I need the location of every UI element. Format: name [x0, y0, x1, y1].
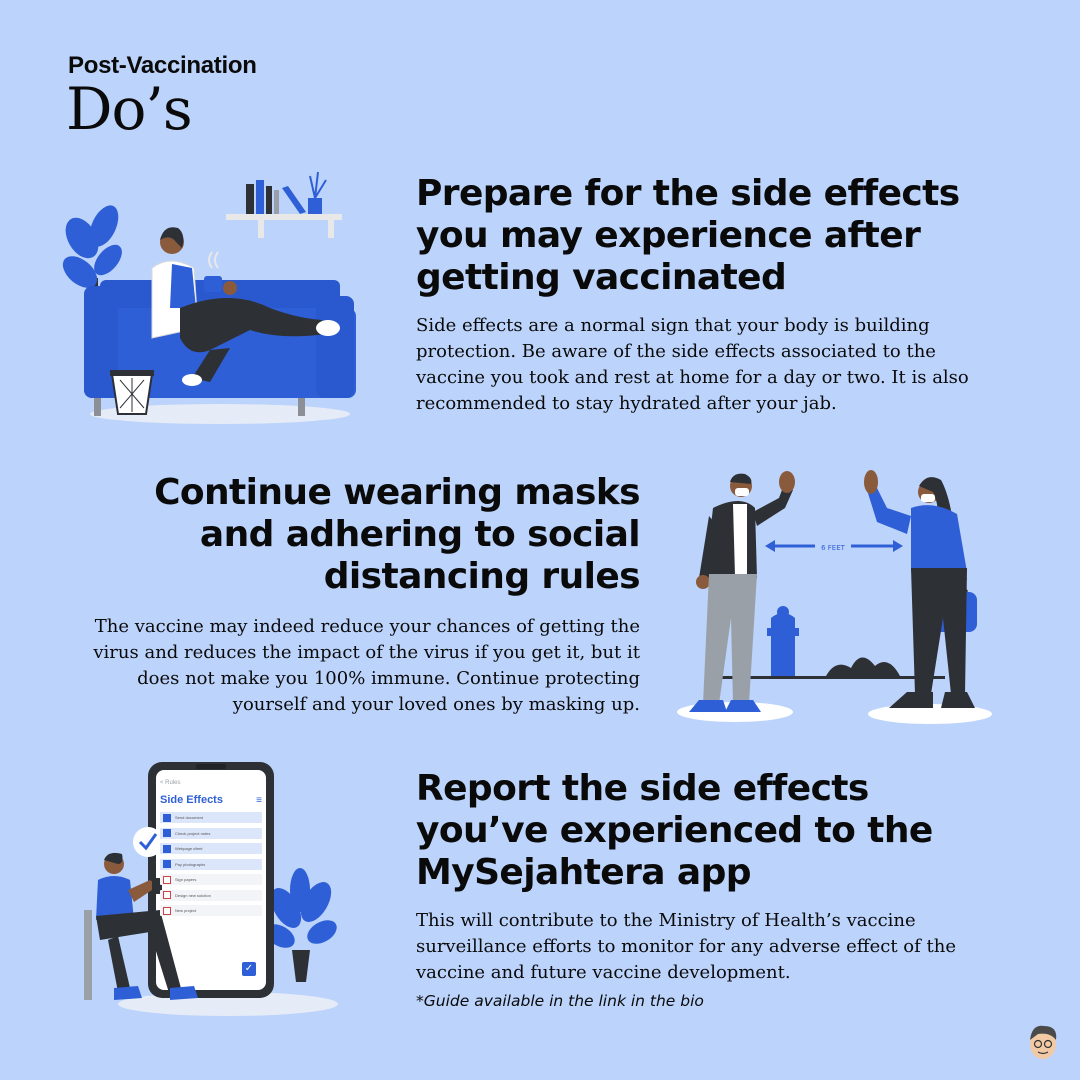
phone-screen-title: Side Effects [160, 794, 223, 806]
checklist-item-label: Pay photographs [175, 861, 206, 867]
phone-screen: < Rules Side Effects ≡ Send document Chec… [160, 780, 262, 921]
checkbox-icon: ✓ [242, 962, 256, 976]
checklist-item-label: Send document [175, 815, 204, 820]
phone-checklist: Send document Check project notes Webpage … [160, 812, 262, 916]
checkbox-empty-icon [163, 906, 171, 915]
section-heading: Prepare for the side effects you may exp… [416, 173, 960, 298]
sofa-illustration [60, 168, 360, 430]
checkbox-checked-icon [163, 844, 171, 853]
checkbox-checked-icon [163, 829, 171, 837]
checklist-item-label: New project [175, 908, 197, 913]
checklist-item: Design new solution [160, 889, 262, 901]
phone-back-label: < Rules [160, 780, 181, 786]
checklist-item: Send document [160, 812, 262, 823]
phone-illustration: < Rules Side Effects ≡ Send document Chec… [78, 760, 348, 1022]
checkbox-checked-icon [163, 813, 171, 822]
menu-icon: ≡ [256, 794, 262, 806]
page-title: Do’s [66, 75, 193, 143]
section-body: Side effects are a normal sign that your… [416, 315, 969, 414]
checklist-item: Pay photographs [160, 858, 262, 870]
checklist-item: Webpage client [160, 843, 262, 854]
checklist-item: New project [160, 905, 262, 916]
checkbox-empty-icon [163, 875, 171, 884]
section-report: Report the side effects you’ve experienc… [416, 768, 1016, 1010]
checklist-item-label: Sign papers [175, 877, 197, 882]
section-heading: Report the side effects you’ve experienc… [416, 768, 933, 893]
eyebrow-title: Post-Vaccination [68, 52, 257, 79]
checklist-item-label: Design new solution [175, 892, 211, 898]
checkbox-empty-icon [163, 891, 171, 899]
distance-label: 6 FEET [821, 544, 846, 552]
section-masks: Continue wearing masks and adhering to s… [70, 472, 640, 718]
checkbox-checked-icon [163, 860, 171, 868]
distancing-illustration: 6 FEET [675, 468, 995, 730]
checklist-item-label: Webpage client [175, 846, 203, 851]
section-prepare: Prepare for the side effects you may exp… [416, 173, 1016, 417]
guide-note: *Guide available in the link in the bio [416, 992, 704, 1010]
section-body: This will contribute to the Ministry of … [416, 910, 956, 983]
avatar [1026, 1022, 1060, 1062]
section-heading: Continue wearing masks and adhering to s… [154, 472, 641, 597]
section-body: The vaccine may indeed reduce your chanc… [93, 616, 640, 715]
checklist-item: Sign papers [160, 874, 262, 885]
checklist-item: Check project notes [160, 827, 262, 839]
checklist-item-label: Check project notes [175, 830, 211, 836]
